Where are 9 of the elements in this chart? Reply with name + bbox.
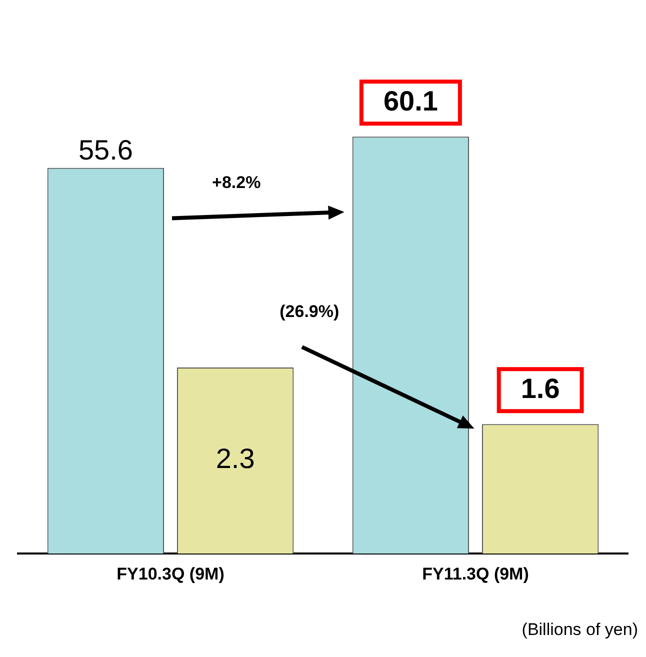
data-label: 1.6 <box>520 372 560 404</box>
data-label: 2.3 <box>216 443 255 474</box>
text: (Billions of yen) <box>522 620 638 640</box>
data-label: 55.6 <box>78 134 133 166</box>
annotation: (26.9%) <box>280 302 340 322</box>
annotation: +8.2% <box>212 172 262 193</box>
x-tick-label: FY11.3Q (9M) <box>422 564 529 584</box>
data-label: 60.1 <box>383 85 438 116</box>
x-tick-label: FY10.3Q (9M) <box>116 564 224 584</box>
